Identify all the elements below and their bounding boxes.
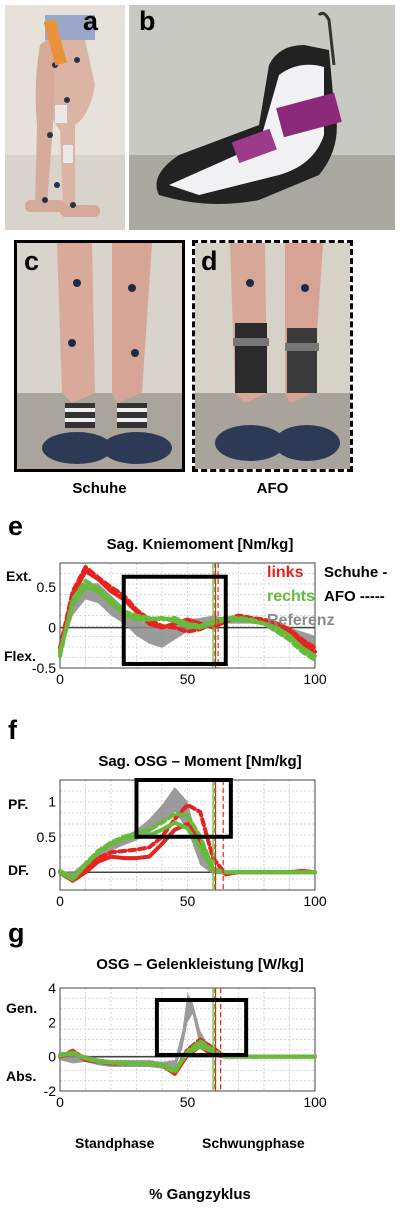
legend-referenz: Referenz (267, 612, 335, 629)
y-tick-label: 0.5 (37, 579, 57, 595)
x-tick-label: 50 (180, 1094, 196, 1110)
photo-b-image (129, 5, 395, 230)
panel-label-g: g (8, 918, 25, 948)
highlight-box (154, 998, 249, 1057)
panel-label-f: f (8, 715, 17, 745)
legend-afo: AFO ----- (324, 588, 385, 605)
x-tick-label: 0 (56, 893, 64, 909)
y-tick-label: 0 (48, 864, 56, 880)
reference-band (60, 993, 315, 1071)
y-tick-label: -0.5 (32, 660, 56, 676)
panel-label-e: e (8, 511, 24, 541)
legend-shoes: Schuhe - (324, 564, 388, 581)
y-tick-label: -2 (44, 1083, 57, 1099)
photo-d (192, 240, 353, 472)
caption-shoes: Schuhe (72, 480, 127, 497)
legend-links: links (267, 564, 304, 581)
x-tick-label: 50 (180, 671, 196, 687)
series-line-rechts-afo (58, 578, 317, 662)
x-tick-label: 50 (180, 893, 196, 909)
y-tick-label: 0 (48, 1049, 56, 1065)
plot-frame (59, 562, 316, 669)
highlight-box (134, 778, 233, 839)
x-axis-label: % Gangzyklus (149, 1186, 251, 1203)
panel-label-d: d (201, 246, 218, 276)
highlight-box (121, 574, 228, 666)
chart-e-ylabel-top: Ext. (6, 568, 32, 584)
y-tick-label: 4 (48, 980, 56, 996)
photo-c-image (17, 243, 182, 469)
chart-f-ylabel-top: PF. (8, 796, 29, 812)
photo-a (5, 5, 125, 230)
photo-d-image (195, 243, 350, 469)
series-line-rechts-afo (58, 812, 317, 880)
panel-label-c: c (24, 246, 40, 276)
y-tick-label: 0.5 (37, 829, 57, 845)
chart-g-ylabel-bottom: Abs. (6, 1068, 37, 1084)
chart-e-ylabel-bottom: Flex. (4, 648, 36, 664)
photo-c (14, 240, 185, 472)
series-line-rechts-schuhe (58, 585, 317, 658)
x-tick-label: 100 (303, 671, 327, 687)
y-tick-label: 1 (48, 793, 56, 809)
panel-label-b: b (139, 6, 156, 36)
chart-f: 0 50 100 1 0.5 0 (37, 778, 327, 909)
photo-b (129, 5, 395, 230)
x-tick-label: 0 (56, 1094, 64, 1110)
x-tick-label: 100 (303, 893, 327, 909)
photo-a-image (5, 5, 125, 230)
chart-g-ylabel-top: Gen. (6, 1000, 38, 1016)
x-tick-label: 100 (303, 1094, 327, 1110)
y-tick-label: 0 (48, 620, 56, 636)
panel-label-a: a (83, 6, 99, 36)
series-line-links-afo (58, 565, 317, 650)
y-tick-label: 2 (48, 1014, 56, 1030)
plot-frame (59, 987, 316, 1092)
chart-e-title: Sag. Kniemoment [Nm/kg] (106, 536, 294, 553)
caption-afo: AFO (256, 480, 289, 497)
series-line-rechts-afo (58, 1039, 317, 1075)
chart-f-title: Sag. OSG – Moment [Nm/kg] (98, 753, 302, 770)
x-tick-label: 0 (56, 671, 64, 687)
legend-rechts: rechts (267, 588, 316, 605)
chart-f-ylabel-bottom: DF. (8, 862, 29, 878)
phase-label-stance: Standphase (75, 1135, 155, 1151)
phase-label-swing: Schwungphase (202, 1135, 305, 1151)
chart-g-title: OSG – Gelenkleistung [W/kg] (96, 956, 304, 973)
